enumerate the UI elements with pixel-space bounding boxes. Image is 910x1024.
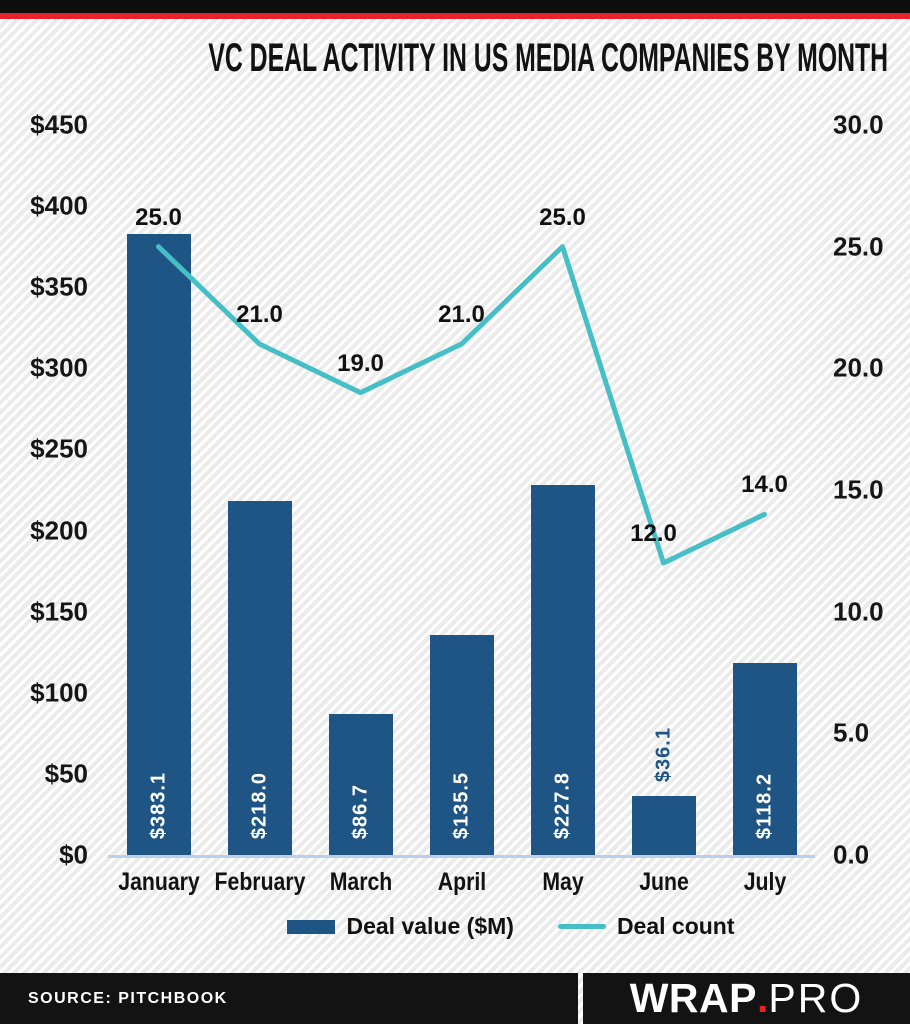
line-point-label: 25.0 [539, 203, 586, 231]
month-label-text: July [743, 868, 786, 896]
top-black-bar [0, 0, 910, 13]
bar-june [631, 796, 696, 855]
bar-january [126, 233, 191, 855]
month-label-may: May [538, 868, 587, 897]
month-label-text: March [329, 868, 392, 896]
bar-april [429, 635, 494, 855]
month-label-july: July [739, 868, 789, 897]
right-axis-tick: 5.0 [833, 717, 870, 748]
left-axis-tick: $50 [44, 758, 88, 789]
right-axis-tick: 0.0 [833, 839, 870, 870]
left-axis-tick: $300 [30, 352, 88, 383]
left-axis-tick: $100 [30, 677, 88, 708]
bar-value-label: $383.1 [147, 771, 169, 839]
left-axis-tick: $400 [30, 190, 88, 221]
legend-line-label: Deal count [616, 913, 735, 939]
right-axis-tick: 10.0 [833, 596, 884, 627]
bar-value-label: $227.8 [551, 771, 573, 839]
logo-wrap-text: WRAP [629, 975, 757, 1021]
bar-value-label: $218.0 [248, 771, 270, 839]
month-label-april: April [433, 868, 490, 897]
legend-bar-label: Deal value ($M) [346, 913, 514, 939]
legend: Deal value ($M) Deal count [0, 913, 910, 940]
line-point-label: 21.0 [438, 301, 485, 328]
right-axis-tick: 20.0 [833, 352, 884, 383]
right-axis-tick: 30.0 [833, 109, 884, 140]
chart-title-text: VC DEAL ACTIVITY IN US MEDIA COMPANIES B… [208, 36, 889, 80]
wrappro-logo: WRAP . PRO [630, 975, 864, 1022]
x-axis-baseline [108, 855, 815, 858]
footer-source-section: SOURCE: PITCHBOOK [0, 973, 578, 1024]
bar-value-label: $86.7 [349, 783, 371, 839]
source-credit: SOURCE: PITCHBOOK [28, 989, 228, 1007]
bar-value-label: $135.5 [450, 771, 472, 839]
right-axis-tick: 25.0 [833, 231, 884, 262]
left-axis-tick: $200 [30, 515, 88, 546]
line-point-label: 25.0 [135, 203, 182, 231]
logo-pro-text: PRO [768, 975, 864, 1021]
chart-title: VC DEAL ACTIVITY IN US MEDIA COMPANIES B… [0, 36, 910, 81]
left-axis-tick: $150 [30, 596, 88, 627]
footer-brand-section: WRAP . PRO [583, 973, 910, 1024]
month-label-text: January [117, 868, 200, 896]
month-label-june: June [634, 868, 692, 897]
bar-value-label: $118.2 [753, 772, 775, 839]
bar-july [732, 663, 797, 855]
legend-bar-swatch [287, 919, 336, 934]
line-point-label: 19.0 [337, 349, 384, 377]
left-axis-tick: $350 [30, 271, 88, 302]
month-label-january: January [111, 868, 207, 897]
month-label-february: February [206, 868, 313, 897]
line-point-label: 21.0 [236, 301, 283, 328]
top-red-stripe [0, 13, 910, 19]
left-axis-tick: $450 [30, 109, 88, 140]
month-label-text: February [214, 868, 305, 896]
month-label-text: May [541, 868, 584, 896]
logo-red-dot: . [757, 975, 769, 1021]
month-label-text: April [437, 868, 486, 896]
bar-value-label: $36.1 [652, 727, 674, 783]
right-axis-tick: 15.0 [833, 474, 884, 505]
line-point-label: 14.0 [741, 471, 788, 499]
month-label-march: March [324, 868, 398, 897]
footer: SOURCE: PITCHBOOK WRAP . PRO [0, 973, 910, 1024]
legend-line-swatch [557, 924, 606, 929]
month-label-text: June [638, 868, 689, 896]
left-axis-tick: $250 [30, 433, 88, 464]
left-axis-tick: $0 [59, 839, 88, 870]
line-point-label: 12.0 [630, 520, 677, 547]
bar-march [328, 714, 393, 855]
